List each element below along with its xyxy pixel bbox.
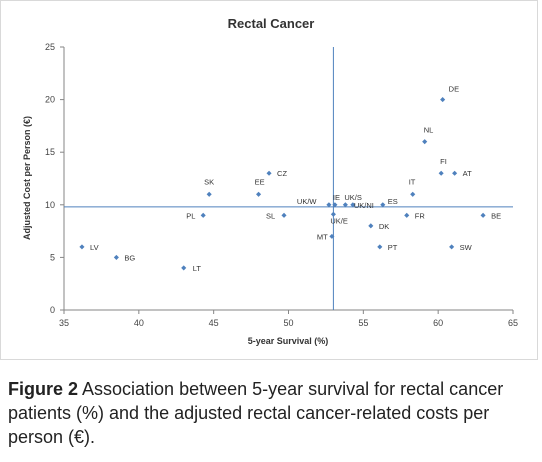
y-tick-label: 20 [45, 95, 55, 105]
x-tick-label: 55 [358, 318, 368, 328]
point-label: LV [90, 243, 99, 252]
point-label: UK/NI [354, 201, 374, 210]
data-point [342, 202, 348, 208]
x-tick-label: 45 [209, 318, 219, 328]
x-tick-label: 65 [508, 318, 518, 328]
x-axis-label: 5-year Survival (%) [248, 336, 329, 346]
point-label: DK [379, 222, 389, 231]
point-label: BG [124, 253, 135, 262]
point-label: SL [266, 211, 275, 220]
data-point [350, 202, 356, 208]
data-point [480, 212, 486, 218]
scatter-chart: Rectal Cancer 5-year Survival (%) Adjust… [22, 16, 518, 346]
point-label: UK/S [344, 193, 362, 202]
point-label: AT [463, 169, 472, 178]
point-label: PL [186, 211, 195, 220]
data-point [368, 223, 374, 229]
point-label: DE [449, 85, 459, 94]
y-tick-label: 25 [45, 42, 55, 52]
point-label: EE [255, 177, 265, 186]
point-label: LT [193, 264, 202, 273]
data-point [200, 212, 206, 218]
point-label: CZ [277, 169, 287, 178]
y-tick-label: 0 [50, 305, 55, 315]
plot-layer: 35 40 45 50 55 60 65 0 5 10 15 20 25 LV BG LT PL SK EE CZ SL… [45, 42, 518, 328]
data-point [181, 265, 187, 271]
x-tick-label: 35 [59, 318, 69, 328]
caption-lead: Figure 2 [8, 379, 79, 399]
point-label: NL [424, 126, 434, 135]
data-point [422, 139, 428, 145]
x-tick-label: 60 [433, 318, 443, 328]
data-point [113, 254, 119, 260]
point-label: ES [388, 197, 398, 206]
x-tick-label: 40 [134, 318, 144, 328]
point-label: PT [388, 243, 398, 252]
point-label: FI [440, 157, 447, 166]
data-point [449, 244, 455, 250]
point-label: UK/W [297, 197, 318, 206]
data-point [438, 170, 444, 176]
point-label: FR [415, 211, 426, 220]
data-point [410, 191, 416, 197]
data-point [330, 211, 336, 217]
point-label: SK [204, 177, 214, 186]
data-point [281, 212, 287, 218]
data-point [329, 233, 335, 239]
x-tick-label: 50 [283, 318, 293, 328]
data-point [404, 212, 410, 218]
point-label: MT [317, 232, 328, 241]
y-axis-label: Adjusted Cost per Person (€) [22, 116, 32, 240]
caption-text: Association between 5-year survival for … [8, 379, 504, 447]
point-label: IE [333, 193, 340, 202]
data-point [206, 191, 212, 197]
point-label: SW [460, 243, 473, 252]
point-label: UK/E [330, 216, 348, 225]
y-tick-label: 15 [45, 147, 55, 157]
y-tick-label: 10 [45, 200, 55, 210]
data-point [256, 191, 262, 197]
data-point [452, 170, 458, 176]
data-point [377, 244, 383, 250]
point-label: IT [409, 177, 416, 186]
chart-area: Rectal Cancer 5-year Survival (%) Adjust… [0, 0, 538, 360]
figure-caption: Figure 2 Association between 5-year surv… [8, 377, 533, 449]
y-tick-label: 5 [50, 252, 55, 262]
data-point [332, 202, 338, 208]
data-point [440, 97, 446, 103]
data-point [266, 170, 272, 176]
data-point [79, 244, 85, 250]
point-label: BE [491, 211, 501, 220]
chart-title: Rectal Cancer [228, 16, 315, 31]
